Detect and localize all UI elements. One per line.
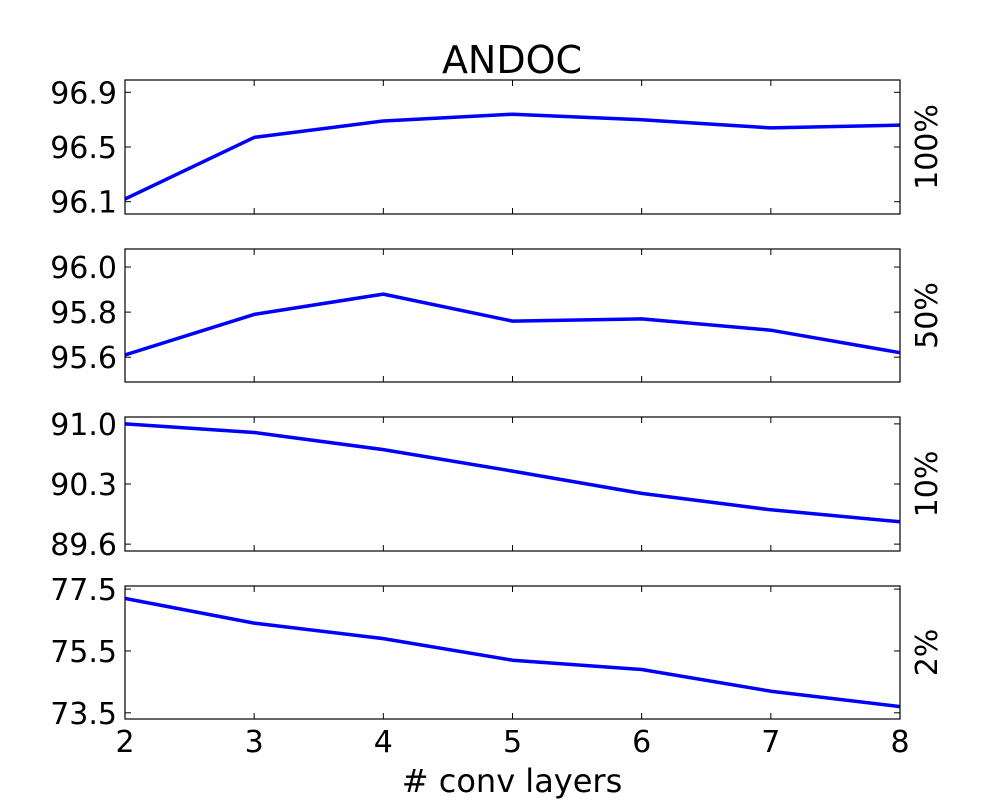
x-tick-label: 2 xyxy=(115,725,134,760)
chart-panels: 96.1 96.5 96.9 100% 95.6 95.8 96.0 50% 89.6 90.3 9… xyxy=(50,76,945,760)
x-tick-label: 8 xyxy=(890,725,909,760)
panel-frame xyxy=(124,248,901,383)
y-tick-label: 89.6 xyxy=(50,528,117,563)
series-line xyxy=(124,292,901,357)
y-tick-label: 73.5 xyxy=(50,697,117,732)
y-tick-label: 96.1 xyxy=(50,186,117,221)
x-tick-label: 7 xyxy=(761,725,780,760)
y-tick-label: 75.5 xyxy=(50,635,117,670)
y-tick-label: 90.3 xyxy=(50,468,117,503)
x-axis-label: # conv layers xyxy=(402,762,623,800)
panel-frame xyxy=(124,79,901,215)
panel-label: 50% xyxy=(910,282,945,349)
y-tick-label: 91.0 xyxy=(50,408,117,443)
chart-title: ANDOC xyxy=(442,38,582,82)
panel-frame xyxy=(124,585,901,720)
y-tick-label: 77.5 xyxy=(50,573,117,608)
panel-0: 96.1 96.5 96.9 100% xyxy=(50,76,945,220)
x-tick-label: 3 xyxy=(245,725,264,760)
y-tick-label: 95.6 xyxy=(50,341,117,376)
x-tick-label: 5 xyxy=(503,725,522,760)
series-line xyxy=(124,112,901,201)
y-tick-label: 95.8 xyxy=(50,296,117,331)
x-tick-label: 6 xyxy=(632,725,651,760)
panel-label: 100% xyxy=(910,104,945,190)
y-tick-label: 96.5 xyxy=(50,131,117,166)
panel-1: 95.6 95.8 96.0 50% xyxy=(50,248,945,383)
series-line xyxy=(124,422,901,524)
y-tick-label: 96.9 xyxy=(50,76,117,111)
panel-label: 2% xyxy=(910,629,945,677)
y-tick-label: 96.0 xyxy=(50,251,117,286)
panel-2: 89.6 90.3 91.0 10% xyxy=(50,408,945,563)
panel-label: 10% xyxy=(910,451,945,518)
series-line xyxy=(124,596,901,709)
x-tick-label: 4 xyxy=(374,725,393,760)
panel-frame xyxy=(124,416,901,552)
panel-3: 73.5 75.5 77.5 2% xyxy=(50,573,945,732)
